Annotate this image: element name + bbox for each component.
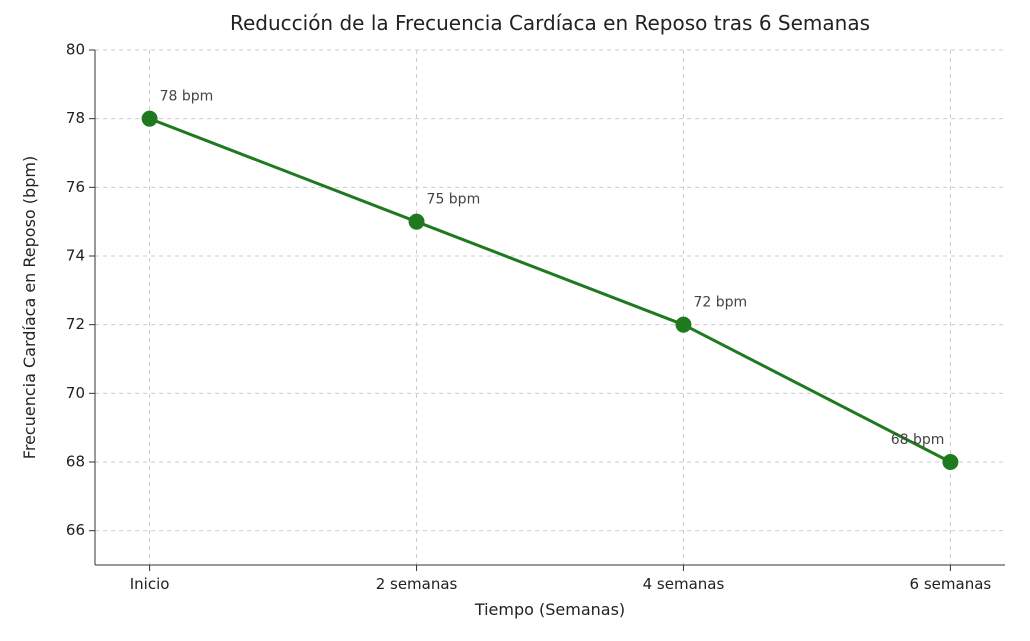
ytick-label: 70 (66, 384, 85, 402)
data-point (409, 214, 425, 230)
point-label: 72 bpm (693, 295, 747, 311)
xtick-label: 2 semanas (376, 575, 458, 593)
xtick-label: Inicio (130, 575, 170, 593)
chart-background (0, 0, 1030, 641)
point-label: 75 bpm (427, 192, 481, 208)
x-axis-label: Tiempo (Semanas) (474, 600, 625, 619)
data-point (942, 454, 958, 470)
ytick-label: 76 (66, 178, 85, 196)
ytick-label: 78 (66, 109, 85, 127)
ytick-label: 68 (66, 453, 85, 471)
point-label: 68 bpm (891, 432, 945, 448)
ytick-label: 80 (66, 41, 85, 59)
data-point (142, 111, 158, 127)
chart-title: Reducción de la Frecuencia Cardíaca en R… (230, 11, 870, 35)
point-label: 78 bpm (160, 89, 214, 105)
ytick-label: 66 (66, 521, 85, 539)
line-chart: 66 68 70 72 74 76 78 80 Inicio 2 semanas 4 semanas… (0, 0, 1030, 641)
chart-container: 66 68 70 72 74 76 78 80 Inicio 2 semanas 4 semanas… (0, 0, 1030, 641)
ytick-label: 74 (66, 247, 85, 265)
ytick-label: 72 (66, 315, 85, 333)
y-axis-label: Frecuencia Cardíaca en Reposo (bpm) (20, 156, 39, 459)
xtick-label: 4 semanas (643, 575, 725, 593)
data-point (675, 317, 691, 333)
xtick-label: 6 semanas (910, 575, 992, 593)
